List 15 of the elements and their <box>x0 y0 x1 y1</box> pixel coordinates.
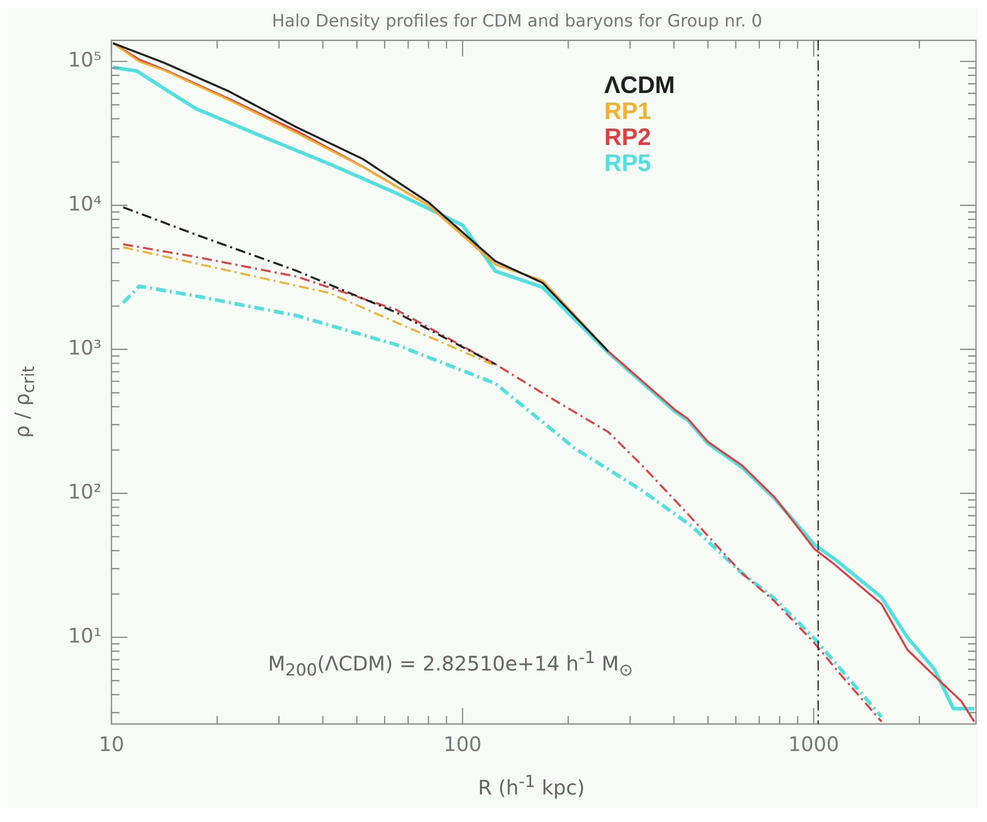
y-tick-label: 10² <box>68 480 102 504</box>
y-tick-label: 10¹ <box>68 624 102 648</box>
text: RP1 <box>604 98 651 126</box>
y-tick-label: 10⁵ <box>68 48 102 72</box>
chart-title: Halo Density profiles for CDM and baryons for Group nr. 0 <box>272 12 762 32</box>
text: RP5 <box>604 150 651 178</box>
x-tick-label: 100 <box>443 732 482 756</box>
x-tick-label: 10 <box>98 732 124 756</box>
x-axis-title: R (h$^{-1}$ kpc) <box>478 772 585 800</box>
text: ΛCDM <box>604 72 675 100</box>
annotation: M$_{200}$(ΛCDM) = 2.82510e+14 h$^{-1}$ M$_{⊙}$ <box>268 648 633 680</box>
y-tick-label: 10³ <box>68 336 102 360</box>
text: RP2 <box>604 124 651 152</box>
y-tick-label: 10⁴ <box>68 192 102 216</box>
x-tick-label: 1000 <box>788 732 840 756</box>
